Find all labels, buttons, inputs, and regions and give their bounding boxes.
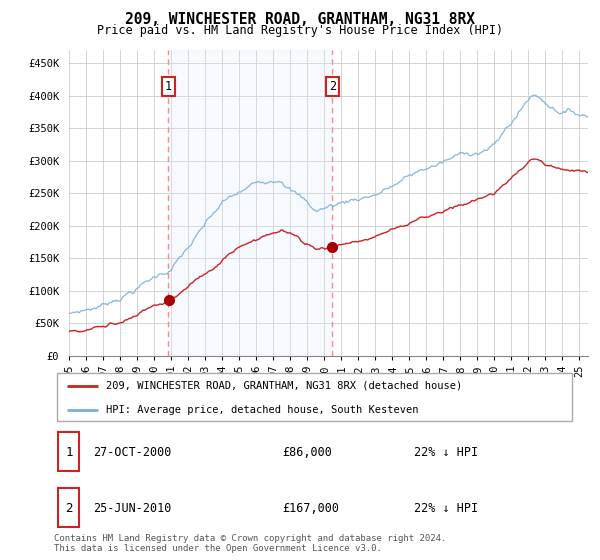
- Text: Contains HM Land Registry data © Crown copyright and database right 2024.
This d: Contains HM Land Registry data © Crown c…: [54, 534, 446, 553]
- FancyBboxPatch shape: [56, 373, 572, 421]
- Text: 2: 2: [329, 80, 336, 92]
- Bar: [168, 50, 332, 356]
- Text: 209, WINCHESTER ROAD, GRANTHAM, NG31 8RX (detached house): 209, WINCHESTER ROAD, GRANTHAM, NG31 8RX…: [106, 381, 463, 391]
- Text: 22% ↓ HPI: 22% ↓ HPI: [414, 446, 478, 459]
- Text: HPI: Average price, detached house, South Kesteven: HPI: Average price, detached house, Sout…: [106, 405, 419, 415]
- FancyBboxPatch shape: [58, 488, 79, 528]
- FancyBboxPatch shape: [58, 432, 79, 472]
- Text: 209, WINCHESTER ROAD, GRANTHAM, NG31 8RX: 209, WINCHESTER ROAD, GRANTHAM, NG31 8RX: [125, 12, 475, 27]
- Text: 22% ↓ HPI: 22% ↓ HPI: [414, 502, 478, 515]
- Text: 27-OCT-2000: 27-OCT-2000: [93, 446, 172, 459]
- Text: 25-JUN-2010: 25-JUN-2010: [93, 502, 172, 515]
- Text: 2: 2: [65, 502, 73, 515]
- Text: £167,000: £167,000: [282, 502, 339, 515]
- Text: 1: 1: [164, 80, 172, 92]
- Text: 1: 1: [65, 446, 73, 459]
- Text: £86,000: £86,000: [282, 446, 332, 459]
- Text: Price paid vs. HM Land Registry's House Price Index (HPI): Price paid vs. HM Land Registry's House …: [97, 24, 503, 36]
